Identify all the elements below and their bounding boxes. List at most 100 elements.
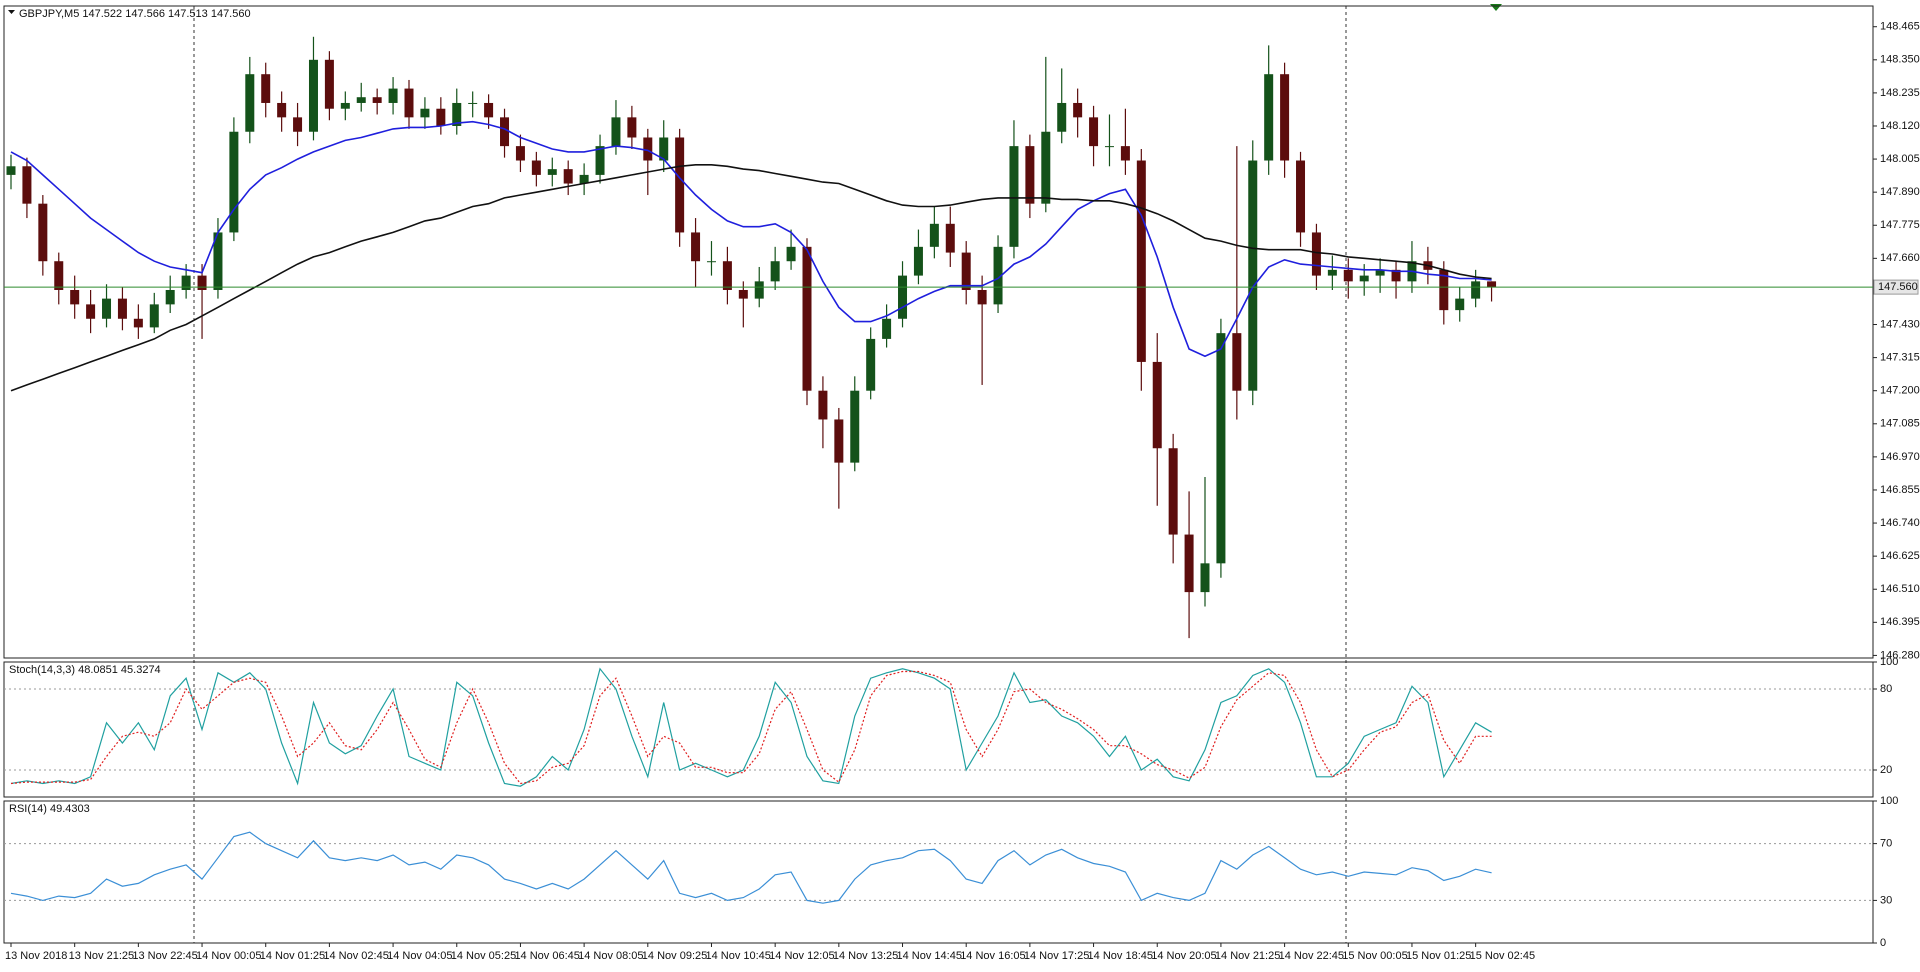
- candle-body: [722, 261, 732, 290]
- x-tick-label: 13 Nov 2018: [5, 950, 67, 962]
- y-tick-label: 147.085: [1880, 418, 1920, 430]
- candle-body: [898, 275, 908, 319]
- candle-body: [531, 160, 541, 175]
- x-tick-label: 14 Nov 17:25: [1024, 950, 1089, 962]
- candle-body: [754, 281, 764, 299]
- x-tick-label: 14 Nov 13:25: [833, 950, 898, 962]
- y-tick-label: 70: [1880, 838, 1892, 850]
- x-tick-label: 14 Nov 01:25: [260, 950, 325, 962]
- y-tick-label: 30: [1880, 894, 1892, 906]
- current-price-box: [1873, 279, 1919, 295]
- indicator-line: [10, 164, 1492, 392]
- x-tick-label: 14 Nov 21:25: [1215, 950, 1280, 962]
- candle-body: [675, 137, 685, 233]
- x-tick-label: 14 Nov 14:45: [897, 950, 962, 962]
- candle-body: [1041, 131, 1051, 204]
- candle-body: [468, 102, 478, 104]
- x-tick-label: 14 Nov 20:05: [1151, 950, 1216, 962]
- y-tick-label: 148.120: [1880, 120, 1920, 132]
- candle-body: [850, 390, 860, 463]
- panel-title: GBPJPY,M5 147.522 147.566 147.513 147.56…: [19, 8, 251, 20]
- candle-body: [945, 223, 955, 253]
- candle-body: [340, 102, 350, 109]
- indicator-line: [10, 667, 1492, 787]
- candle-body: [515, 146, 525, 161]
- candle-body: [70, 289, 80, 305]
- y-tick-label: 146.280: [1880, 649, 1920, 661]
- panel-frame: [3, 800, 1874, 944]
- candle-body: [579, 174, 589, 184]
- candle-body: [1375, 269, 1385, 276]
- candle-body: [372, 97, 382, 103]
- y-tick-label: 148.350: [1880, 54, 1920, 66]
- candle-body: [1439, 269, 1449, 311]
- x-tick-label: 14 Nov 02:45: [323, 950, 388, 962]
- candle-body: [388, 88, 398, 103]
- candle-body: [1025, 146, 1035, 204]
- candle-body: [1359, 275, 1369, 282]
- current-price-label: 147.560: [1878, 281, 1918, 293]
- x-tick-label: 13 Nov 22:45: [132, 950, 197, 962]
- panel-frame: [3, 661, 1874, 798]
- candle-body: [977, 289, 987, 305]
- y-tick-label: 100: [1880, 656, 1898, 668]
- y-tick-label: 147.315: [1880, 352, 1920, 364]
- x-tick-label: 14 Nov 05:25: [451, 950, 516, 962]
- x-tick-label: 13 Nov 21:25: [69, 950, 134, 962]
- candle-body: [404, 88, 414, 118]
- candle-body: [356, 97, 366, 103]
- y-tick-label: 146.625: [1880, 550, 1920, 562]
- candle-body: [1391, 269, 1401, 282]
- candle-body: [627, 117, 637, 138]
- candle-body: [1264, 74, 1274, 161]
- y-tick-label: 147.890: [1880, 186, 1920, 198]
- x-tick-label: 15 Nov 02:45: [1470, 950, 1535, 962]
- x-tick-label: 14 Nov 22:45: [1279, 950, 1344, 962]
- candle-body: [691, 232, 701, 262]
- candle-body: [738, 289, 748, 299]
- x-tick-label: 14 Nov 09:25: [642, 950, 707, 962]
- candle-body: [38, 203, 48, 262]
- candle-body: [929, 223, 939, 247]
- candle-body: [643, 137, 653, 161]
- candle-body: [1232, 333, 1242, 391]
- candle-body: [1152, 361, 1162, 449]
- candle-body: [117, 298, 127, 319]
- x-tick-label: 14 Nov 00:05: [196, 950, 261, 962]
- y-tick-label: 147.775: [1880, 219, 1920, 231]
- candle-body: [1009, 146, 1019, 247]
- candle-body: [786, 246, 796, 262]
- panel-title: Stoch(14,3,3) 48.0851 45.3274: [9, 664, 161, 676]
- y-tick-label: 100: [1880, 795, 1898, 807]
- y-tick-label: 0: [1880, 937, 1886, 949]
- y-tick-label: 20: [1880, 764, 1892, 776]
- candle-body: [484, 102, 494, 118]
- candle-body: [1487, 281, 1497, 288]
- candle-body: [277, 102, 287, 118]
- y-tick-label: 146.510: [1880, 583, 1920, 595]
- candle-body: [245, 74, 255, 132]
- x-tick-label: 14 Nov 08:05: [578, 950, 643, 962]
- y-tick-label: 147.660: [1880, 252, 1920, 264]
- candle-body: [1280, 74, 1290, 161]
- candle-body: [1343, 269, 1353, 282]
- candle-body: [595, 146, 605, 175]
- candle-body: [866, 338, 876, 391]
- candle-body: [181, 275, 191, 290]
- candle-body: [1200, 563, 1210, 593]
- candle-body: [882, 318, 892, 339]
- candle-body: [1120, 146, 1130, 161]
- candle-body: [1073, 102, 1083, 118]
- symbol-menu-arrow[interactable]: [8, 10, 15, 14]
- candle-body: [452, 102, 462, 126]
- candle-body: [229, 131, 239, 233]
- candle-body: [993, 246, 1003, 305]
- candle-body: [1455, 298, 1465, 311]
- x-tick-label: 15 Nov 01:25: [1406, 950, 1471, 962]
- candle-body: [547, 169, 557, 175]
- candle-body: [165, 289, 175, 305]
- x-tick-label: 14 Nov 10:45: [705, 950, 770, 962]
- candle-body: [834, 419, 844, 463]
